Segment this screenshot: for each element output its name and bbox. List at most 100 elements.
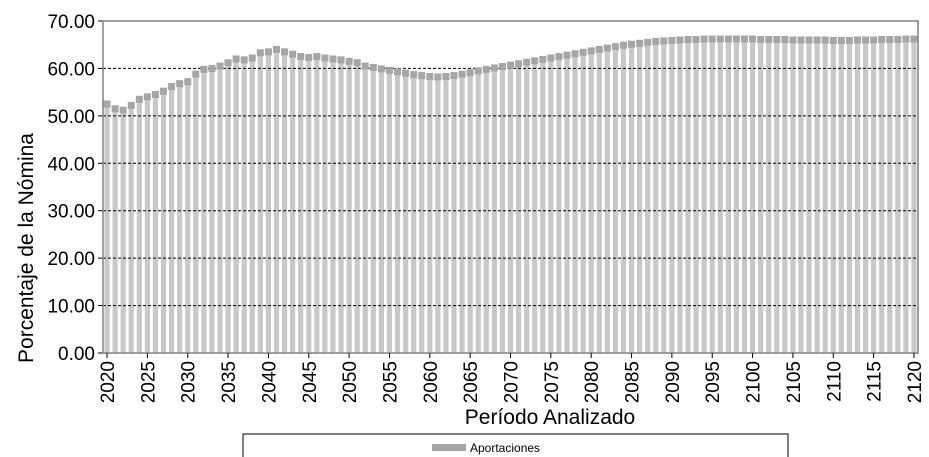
bar [637,43,643,353]
marker [676,36,684,44]
bar [540,59,546,353]
marker [845,36,853,44]
bar [306,57,312,354]
marker [507,61,514,69]
bar [717,39,723,353]
bar [911,39,917,353]
marker [482,65,490,73]
marker [894,35,902,43]
x-tick-label: 2095 [703,361,724,403]
bar [104,104,110,353]
bar [217,66,223,354]
marker [886,35,894,43]
bar [290,54,296,353]
marker [345,57,353,65]
marker [369,63,377,71]
bar [346,61,352,354]
y-tick-label: 20.00 [47,249,95,270]
bar [887,39,893,354]
bar [741,39,748,353]
bar [854,39,861,353]
marker [450,72,458,80]
marker [628,40,636,48]
x-tick-label: 2055 [380,361,401,403]
marker [264,48,272,56]
marker [176,80,184,88]
marker [821,36,829,44]
bar [451,75,457,354]
bar [822,39,828,353]
marker [297,53,305,61]
bar [774,39,780,354]
bar [596,49,602,353]
bar [475,70,481,354]
marker [256,49,264,57]
bar [330,58,336,353]
bar [588,50,594,353]
x-tick-label: 2060 [421,361,442,403]
marker [571,50,579,58]
marker [103,100,111,108]
bar [378,68,384,353]
bar [548,57,554,353]
marker [862,36,870,44]
bar [612,46,618,354]
marker [732,35,740,43]
y-tick-label: 60.00 [47,59,95,80]
bar [160,91,167,354]
bar [661,40,667,354]
marker [797,36,805,44]
bar [257,52,263,354]
marker [321,54,329,62]
bar [532,60,538,354]
legend-box [242,433,789,457]
marker [531,57,539,65]
marker [878,35,886,43]
bar [580,52,586,353]
marker [587,47,595,55]
bar [685,39,691,354]
marker [337,56,345,64]
marker [749,35,757,43]
bar [265,51,272,353]
x-tick-label: 2120 [905,361,926,403]
x-tick-label: 2045 [300,361,321,403]
marker [611,43,619,51]
bar [120,110,126,353]
y-tick-label: 30.00 [47,202,95,223]
bar [338,59,344,354]
marker [910,35,918,43]
bar [669,40,675,354]
marker [426,72,434,80]
bar [249,57,255,353]
marker [805,36,813,44]
x-tick-label: 2030 [179,361,200,403]
marker [466,69,474,77]
bar [564,55,570,354]
bar [749,39,756,353]
marker [127,101,135,109]
bar [879,39,885,354]
marker [692,35,700,43]
bar [209,68,215,353]
marker [281,48,289,56]
marker [813,36,821,44]
x-tick-label: 2110 [824,361,845,402]
y-tick-label: 70.00 [47,12,95,33]
marker [434,73,442,81]
x-tick-label: 2050 [340,361,361,403]
bar [871,39,877,353]
bar [112,108,118,353]
marker [837,36,845,44]
marker [781,35,789,43]
bar [806,39,812,353]
marker [652,37,660,45]
marker [151,91,159,99]
marker [619,41,627,49]
marker [385,66,393,74]
marker [708,35,716,43]
x-tick-label: 2115 [865,361,886,402]
bar [862,39,869,353]
bar [846,40,852,354]
bar [281,51,288,353]
